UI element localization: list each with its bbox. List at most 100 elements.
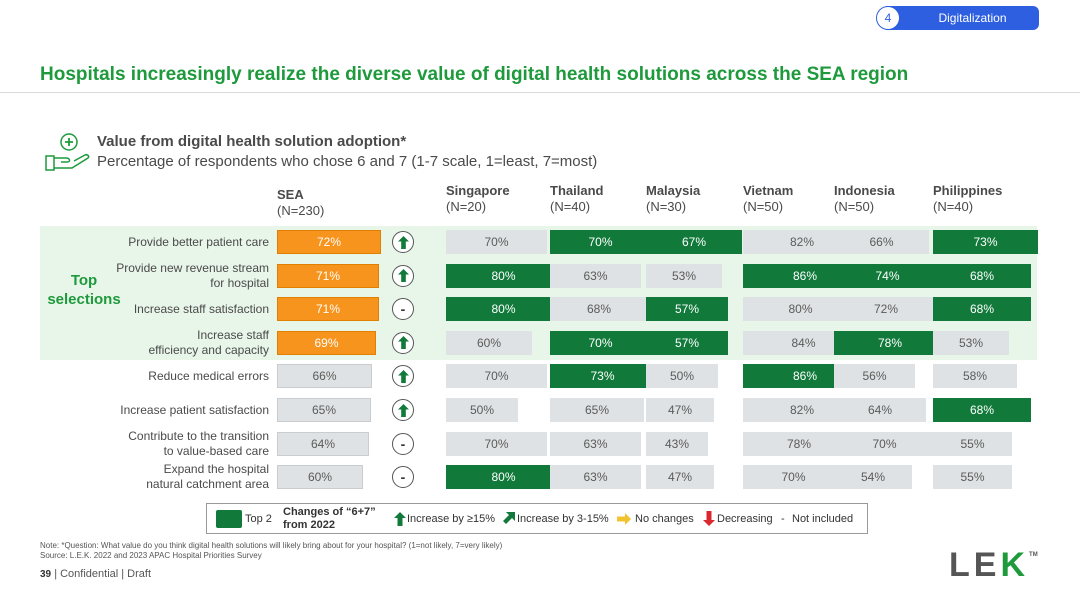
footnote: Note: *Question: What value do you think…: [40, 541, 502, 561]
bar-philippines: 68%: [933, 297, 1031, 322]
row-label: Increase patient satisfaction: [120, 403, 269, 418]
bar-malaysia: 57%: [646, 297, 728, 322]
bar-indonesia: 66%: [834, 230, 929, 254]
row-label: Contribute to the transition to value-bas…: [128, 429, 269, 459]
arrow-up-icon: [394, 512, 406, 526]
bar-thailand: 63%: [550, 263, 641, 288]
lek-logo: LEKTM: [949, 546, 1038, 585]
note-text: Note: *Question: What value do you think…: [40, 541, 503, 550]
bar-thailand: 73%: [550, 364, 655, 389]
column-header-thailand: Thailand (N=40): [550, 183, 603, 215]
bar-malaysia: 50%: [646, 364, 718, 389]
row-label-line: for hospital: [210, 275, 269, 290]
change-not-included-indicator: -: [392, 298, 414, 321]
change-up-indicator: [392, 365, 414, 388]
change-up-indicator: [392, 399, 414, 421]
bar-indonesia: 56%: [834, 364, 915, 389]
bar-indonesia: 64%: [834, 398, 926, 422]
bar-malaysia: 53%: [646, 263, 722, 288]
column-header-n: (N=50): [743, 199, 784, 214]
arrow-up-icon: [397, 269, 409, 283]
legend-no-changes: No changes: [635, 513, 694, 525]
row-label-line: natural catchment area: [146, 477, 269, 492]
row-label: Provide new revenue stream for hospital: [116, 261, 269, 291]
row-label-line: Increase patient satisfaction: [120, 402, 269, 417]
bar-sea: 71%: [277, 297, 379, 322]
column-header-name: Singapore: [446, 183, 510, 198]
bar-malaysia: 67%: [646, 230, 742, 254]
bar-philippines: 73%: [933, 230, 1038, 254]
row-label: Increase staff satisfaction: [134, 302, 269, 317]
column-header-singapore: Singapore (N=20): [446, 183, 510, 215]
row-label-line: efficiency and capacity: [148, 342, 269, 357]
bar-vietnam: 70%: [743, 465, 844, 490]
bar-thailand: 68%: [550, 297, 648, 322]
row-label-line: Provide better patient care: [128, 234, 269, 249]
row-label-line: Provide new revenue stream: [116, 260, 269, 275]
bar-singapore: 80%: [446, 297, 561, 322]
legend-not-included-symbol: -: [781, 513, 785, 525]
column-header-indonesia: Indonesia (N=50): [834, 183, 895, 215]
row-label-line: Increase staff: [197, 327, 269, 342]
legend-increase-15: Increase by ≥15%: [407, 513, 495, 525]
chart-heading: Value from digital health solution adopt…: [97, 133, 407, 150]
bar-singapore: 70%: [446, 230, 547, 254]
change-up-indicator: [392, 264, 414, 287]
row-label-line: Contribute to the transition: [128, 428, 269, 443]
bar-philippines: 68%: [933, 263, 1031, 288]
legend: Top 2 Changes of “6+7” from 2022 Increas…: [206, 503, 868, 534]
bar-sea: 60%: [277, 465, 363, 490]
column-header-n: (N=50): [834, 199, 875, 214]
page-number: 39: [40, 569, 52, 580]
bar-indonesia: 72%: [834, 297, 938, 322]
arrow-up-icon: [397, 403, 409, 417]
bar-thailand: 63%: [550, 431, 641, 456]
row-label-line: Expand the hospital: [163, 462, 269, 477]
row-label-line: Reduce medical errors: [148, 368, 269, 383]
bar-sea: 66%: [277, 364, 372, 389]
legend-decreasing: Decreasing: [717, 513, 773, 525]
column-header-sea: SEA (N=230): [277, 187, 324, 219]
bar-indonesia: 54%: [834, 465, 912, 490]
arrow-up-icon: [397, 369, 409, 383]
section-number: 4: [876, 6, 900, 30]
change-not-included-indicator: -: [392, 466, 414, 489]
column-header-name: Thailand: [550, 183, 604, 198]
arrow-up-right-icon: [503, 512, 515, 524]
legend-increase-3-15: Increase by 3-15%: [517, 513, 609, 525]
column-header-n: (N=30): [646, 199, 687, 214]
arrow-up-icon: [397, 235, 409, 249]
row-label-line: Increase staff satisfaction: [133, 301, 269, 316]
logo-letter-k: K: [1000, 546, 1030, 584]
logo-letter-e: E: [973, 546, 1001, 584]
bar-singapore: 80%: [446, 465, 561, 490]
bar-malaysia: 57%: [646, 330, 728, 355]
bar-thailand: 70%: [550, 230, 651, 254]
chart-description: Percentage of respondents who chose 6 an…: [97, 153, 598, 170]
bar-malaysia: 43%: [646, 431, 708, 456]
arrow-right-icon: [617, 513, 631, 525]
bar-philippines: 55%: [933, 431, 1012, 456]
column-header-philippines: Philippines (N=40): [933, 183, 1002, 215]
bar-thailand: 70%: [550, 330, 651, 355]
bar-singapore: 70%: [446, 431, 547, 456]
column-header-n: (N=40): [933, 199, 974, 214]
page-title: Hospitals increasingly realize the diver…: [40, 64, 909, 85]
legend-not-included: Not included: [792, 513, 854, 525]
row-label: Reduce medical errors: [148, 369, 269, 384]
bar-sea: 72%: [277, 230, 381, 254]
bar-philippines: 55%: [933, 465, 1012, 490]
page-footer: 39 | Confidential | Draft: [40, 568, 151, 580]
section-label: Digitalization: [886, 6, 1039, 30]
bar-indonesia: 74%: [834, 263, 941, 288]
row-label-line: to value-based care: [163, 443, 269, 458]
column-header-name: Vietnam: [743, 183, 794, 198]
bar-sea: 71%: [277, 263, 379, 288]
column-header-n: (N=230): [277, 203, 325, 218]
bar-thailand: 63%: [550, 465, 641, 490]
legend-top2-swatch: [216, 510, 242, 528]
footer-text: | Confidential | Draft: [54, 568, 152, 580]
column-header-name: Philippines: [933, 183, 1003, 198]
arrow-down-icon: [703, 511, 715, 526]
bar-indonesia: 78%: [834, 330, 946, 355]
